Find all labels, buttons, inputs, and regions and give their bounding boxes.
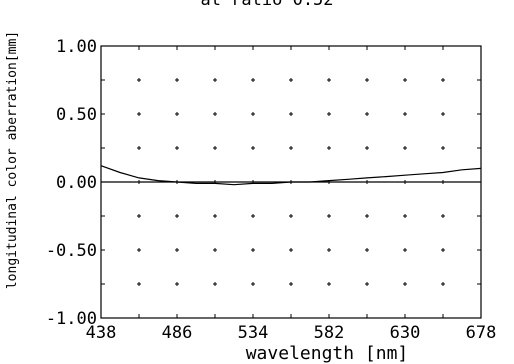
grid-marker [441,214,445,218]
y-tick-label: -1.00 [46,309,97,329]
grid-marker [365,146,369,150]
grid-marker [327,78,331,82]
grid-marker [251,248,255,252]
grid-marker [327,248,331,252]
y-tick-label: 0.00 [56,173,97,193]
grid-marker [365,214,369,218]
grid-marker [403,112,407,116]
grid-marker [403,78,407,82]
grid-marker [289,78,293,82]
grid-marker [213,112,217,116]
grid-marker [365,78,369,82]
grid-marker [403,282,407,286]
grid-marker [327,146,331,150]
grid-marker [137,78,141,82]
x-tick-label: 678 [466,323,497,343]
grid-marker [289,214,293,218]
grid-marker [213,248,217,252]
grid-marker [175,78,179,82]
x-tick-label: 534 [238,323,269,343]
grid-marker [441,282,445,286]
x-tick-label: 582 [314,323,345,343]
y-tick-label: 1.00 [56,37,97,57]
grid-marker [441,78,445,82]
y-axis-title: longitudinal color aberration[mm] [5,31,20,289]
grid-marker [441,248,445,252]
grid-marker [327,214,331,218]
y-tick-label: 0.50 [56,105,97,125]
grid-marker [289,112,293,116]
grid-marker [175,214,179,218]
grid-marker [175,146,179,150]
grid-marker [213,146,217,150]
grid-marker [365,282,369,286]
grid-marker [327,112,331,116]
grid-marker [289,248,293,252]
grid-marker [137,146,141,150]
grid-marker [289,146,293,150]
grid-marker [441,146,445,150]
y-tick-labels: 1.00 0.50 0.00 -0.50 -1.00 [46,37,97,329]
grid-marker [365,112,369,116]
grid-marker [403,146,407,150]
grid-marker [403,248,407,252]
grid-marker [403,214,407,218]
y-tick-label: -0.50 [46,241,97,261]
x-tick-label: 438 [86,323,117,343]
grid-marker [327,282,331,286]
grid-marker [175,282,179,286]
grid-marker [137,214,141,218]
x-tick-labels: 438 486 534 582 630 678 [86,323,497,343]
series-line [100,165,482,186]
grid-marker [213,214,217,218]
x-axis-title: wavelength [nm] [246,343,409,364]
grid-marker [251,146,255,150]
grid-marker [213,78,217,82]
grid-marker [251,282,255,286]
grid-marker [175,248,179,252]
grid-marker [289,282,293,286]
x-tick-label: 486 [162,323,193,343]
chart-title: at ratio 0.52 [200,0,333,10]
grid-marker [251,78,255,82]
grid-marker [213,282,217,286]
ticks [101,46,481,318]
grid-marker [137,112,141,116]
grid-marker [137,282,141,286]
x-tick-label: 630 [390,323,421,343]
grid-marker [365,248,369,252]
grid-marker [251,112,255,116]
grid-marker [137,248,141,252]
grid-marker [251,214,255,218]
grid-marker [441,112,445,116]
grid-marker [175,112,179,116]
